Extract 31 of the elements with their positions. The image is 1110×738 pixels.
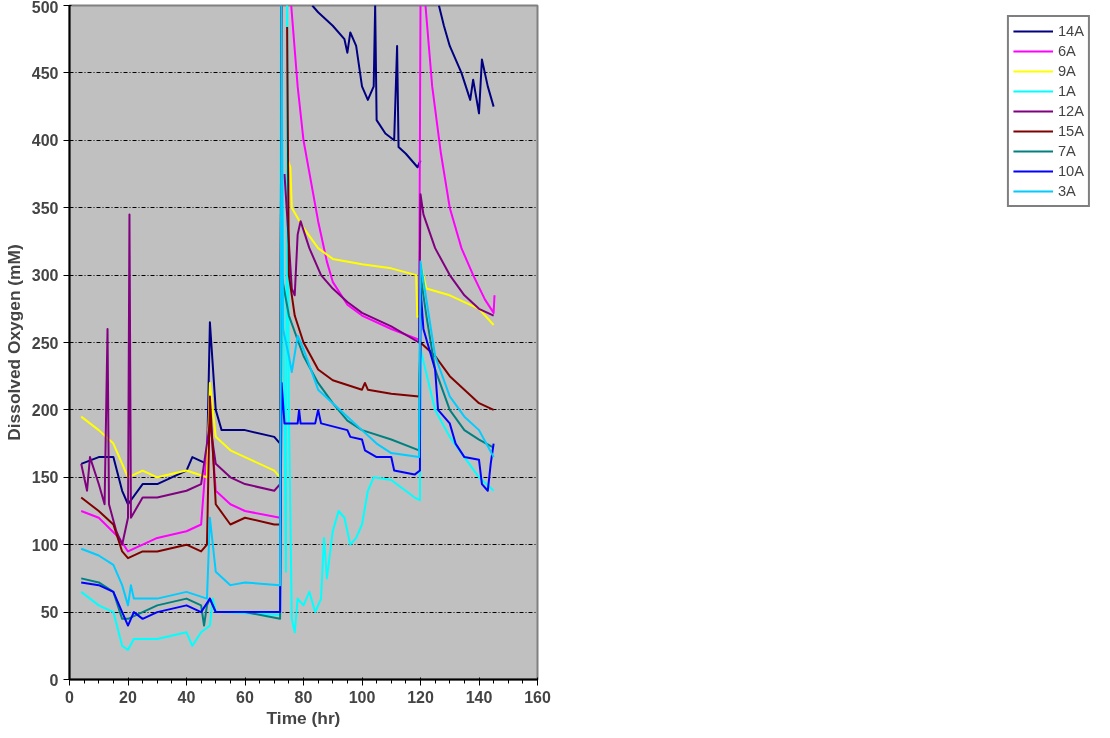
legend-label: 14A [1057,23,1084,39]
y-tick-label: 0 [49,671,59,689]
legend-label: 9A [1057,63,1077,79]
x-tick-label: 160 [524,688,551,706]
x-tick-label: 140 [465,688,493,706]
x-tick-label: 80 [294,688,313,706]
legend-label: 6A [1057,43,1077,59]
legend-label: 3A [1057,183,1077,199]
legend-label: 15A [1057,123,1084,139]
y-tick-label: 200 [31,401,59,419]
y-tick-label: 100 [31,536,59,554]
y-tick-label: 500 [31,0,59,16]
x-tick-label: 20 [119,688,137,706]
x-axis-title: Time (hr) [266,707,341,728]
y-tick-label: 50 [40,604,59,622]
legend-label: 10A [1057,163,1084,179]
y-tick-label: 350 [31,199,59,217]
x-tick-label: 100 [348,688,376,706]
x-tick-label: 120 [407,688,434,706]
x-tick-label: 40 [177,688,196,706]
legend-label: 7A [1057,143,1077,159]
legend-label: 12A [1057,103,1084,119]
y-tick-label: 450 [31,64,59,82]
y-axis-title: Dissolved Oxygen (mM) [3,244,24,441]
y-tick-label: 150 [31,469,59,487]
y-tick-label: 250 [31,334,59,352]
y-tick-label: 300 [31,267,59,285]
x-tick-label: 0 [65,688,75,706]
y-tick-label: 400 [31,132,59,150]
x-tick-label: 60 [236,688,254,706]
legend-label: 1A [1057,83,1077,99]
